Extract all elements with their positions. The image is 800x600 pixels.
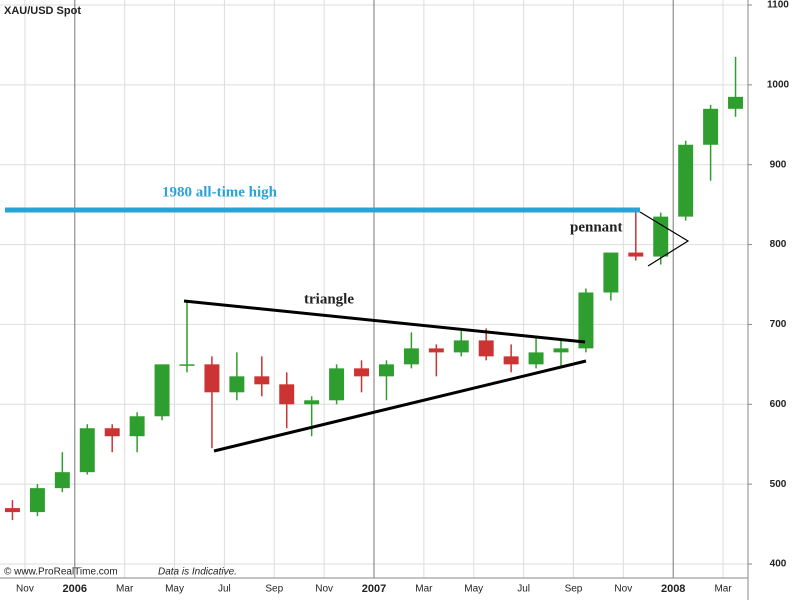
- candle-body: [428, 348, 444, 353]
- candle-body: [329, 368, 345, 401]
- candle-body: [653, 216, 669, 257]
- candle-body: [478, 340, 494, 357]
- candle-body: [678, 144, 694, 217]
- candle-body: [4, 508, 20, 513]
- candle-body: [628, 252, 644, 257]
- x-tick-label: 2006: [63, 583, 87, 595]
- source: © www.ProRealTime.com: [4, 567, 118, 578]
- candle-body: [154, 364, 170, 417]
- x-tick-label: Jul: [517, 584, 530, 595]
- triangle-line: [213, 359, 587, 453]
- candle-body: [204, 364, 220, 393]
- x-tick-label: 2007: [362, 583, 386, 595]
- candle-body: [254, 376, 270, 385]
- y-tick-label: 700: [770, 319, 787, 330]
- candle-body: [229, 376, 245, 393]
- candle-body: [179, 364, 195, 366]
- triangle-line: [183, 299, 586, 344]
- candle-body: [503, 356, 519, 365]
- x-tick-label: Mar: [714, 584, 732, 595]
- y-tick-label: 500: [770, 479, 787, 490]
- y-tick-label: 1100: [767, 0, 789, 11]
- x-tick-label: Jul: [218, 584, 231, 595]
- annotation: triangle: [304, 291, 354, 307]
- candle-body: [403, 348, 419, 365]
- y-tick-label: 800: [770, 239, 787, 250]
- candle-body: [354, 368, 370, 377]
- chart-title: XAU/USD Spot: [4, 5, 81, 17]
- x-tick-label: Sep: [265, 584, 283, 595]
- candle-body: [29, 488, 45, 513]
- candle-body: [79, 428, 95, 473]
- x-tick-label: Nov: [315, 584, 333, 595]
- x-tick-label: 2008: [661, 583, 685, 595]
- grid: [0, 0, 748, 578]
- x-tick-label: Mar: [415, 584, 433, 595]
- x-tick-label: May: [464, 584, 483, 595]
- candle-body: [378, 364, 394, 377]
- candle-body: [453, 340, 469, 353]
- candle-body: [603, 252, 619, 293]
- x-tick-label: Sep: [565, 584, 583, 595]
- candle-body: [553, 348, 569, 353]
- x-tick-label: Nov: [614, 584, 632, 595]
- candle-body: [528, 352, 544, 365]
- candle-body: [578, 292, 594, 349]
- x-tick-label: May: [165, 584, 184, 595]
- x-tick-label: Mar: [116, 584, 134, 595]
- pennant-line: [639, 211, 690, 267]
- candle-body: [129, 416, 145, 437]
- y-tick-label: 1000: [767, 79, 790, 90]
- note: Data is Indicative.: [158, 567, 237, 578]
- y-tick-label: 900: [770, 159, 787, 170]
- candle-body: [279, 384, 295, 405]
- annotation: 1980 all-time high: [162, 184, 278, 200]
- candle-body: [703, 108, 719, 145]
- x-tick-label: Nov: [16, 584, 34, 595]
- y-tick-label: 600: [770, 399, 787, 410]
- annotation: pennant: [570, 219, 623, 235]
- candle-body: [728, 96, 744, 109]
- candle-body: [104, 428, 120, 437]
- candle-body: [304, 400, 320, 405]
- candle-body: [54, 472, 70, 489]
- y-tick-label: 400: [770, 559, 787, 570]
